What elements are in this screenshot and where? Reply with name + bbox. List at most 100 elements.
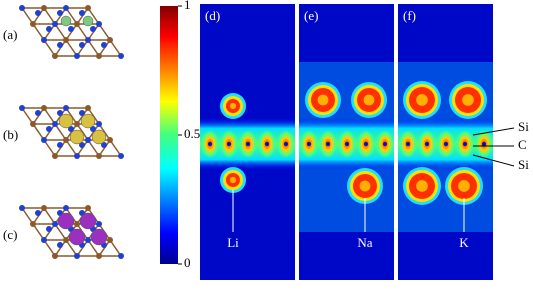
- adatom: [80, 113, 96, 129]
- atom: [19, 205, 25, 211]
- bond: [87, 139, 100, 157]
- atom: [118, 253, 124, 259]
- pointer: [472, 154, 515, 167]
- bond: [76, 23, 89, 41]
- core: [326, 142, 330, 146]
- atom: [90, 26, 96, 32]
- bond: [54, 39, 67, 57]
- atom: [63, 5, 69, 11]
- ring: [416, 94, 428, 106]
- adatom: [57, 212, 75, 230]
- structure-label: (a): [3, 27, 17, 42]
- bond: [32, 23, 45, 41]
- atom: [96, 221, 102, 227]
- bond: [54, 123, 67, 141]
- adatom: [68, 228, 86, 246]
- panel-label: (e): [304, 8, 318, 23]
- atom: [85, 105, 91, 111]
- atom: [74, 53, 80, 59]
- atom: [74, 253, 80, 259]
- core: [265, 142, 269, 146]
- bond: [87, 39, 100, 57]
- bond: [21, 7, 34, 25]
- atom: [35, 210, 41, 216]
- bond: [98, 39, 111, 57]
- bond: [76, 39, 89, 57]
- bond: [109, 239, 122, 257]
- ring: [458, 180, 470, 192]
- density-panel: [299, 4, 394, 280]
- bond: [54, 223, 67, 241]
- bond: [98, 123, 111, 141]
- core: [383, 142, 387, 146]
- atom: [35, 10, 41, 16]
- adatom: [90, 228, 108, 246]
- bond: [109, 39, 122, 57]
- ring: [363, 94, 375, 106]
- atom: [63, 237, 69, 243]
- bond: [54, 107, 67, 125]
- atom: [79, 42, 85, 48]
- core: [406, 142, 410, 146]
- core: [345, 142, 349, 146]
- bond: [21, 107, 34, 125]
- colorbar-tick-label: 0: [184, 255, 191, 270]
- adatom: [82, 15, 94, 27]
- bond: [76, 139, 89, 157]
- ring: [359, 180, 371, 192]
- bond: [65, 123, 78, 141]
- bond: [54, 23, 67, 41]
- atom: [46, 226, 52, 232]
- atom: [96, 153, 102, 159]
- atom: [96, 253, 102, 259]
- atom: [52, 21, 58, 27]
- atom: [41, 205, 47, 211]
- atom: [30, 121, 36, 127]
- atom: [118, 153, 124, 159]
- bond: [43, 39, 56, 57]
- atom: [107, 237, 113, 243]
- core: [284, 142, 288, 146]
- pointer: [472, 127, 515, 136]
- layer-label: Si: [518, 119, 529, 134]
- atom: [41, 5, 47, 11]
- density-panel: [398, 4, 493, 280]
- bond: [87, 23, 100, 41]
- atom: [46, 126, 52, 132]
- bond: [65, 23, 78, 41]
- atom: [41, 237, 47, 243]
- bond: [43, 107, 56, 125]
- atom: [79, 110, 85, 116]
- ring: [317, 94, 329, 106]
- ring: [229, 102, 237, 110]
- colorbar-tick-label: 0.5: [184, 126, 200, 141]
- bond: [43, 23, 56, 41]
- core: [208, 142, 212, 146]
- bond: [32, 107, 45, 125]
- atom-label: Li: [227, 235, 239, 250]
- panel-label: (d): [205, 8, 220, 23]
- core: [463, 142, 467, 146]
- atom: [19, 5, 25, 11]
- atom: [19, 105, 25, 111]
- structure-label: (b): [3, 127, 18, 142]
- bond: [65, 139, 78, 157]
- ring: [229, 176, 237, 184]
- structure: [19, 105, 124, 159]
- adatom: [60, 15, 72, 27]
- atom: [57, 142, 63, 148]
- bond: [65, 107, 78, 125]
- bond: [87, 239, 100, 257]
- atom: [46, 26, 52, 32]
- bond: [32, 207, 45, 225]
- bond: [43, 239, 56, 257]
- bond: [32, 123, 45, 141]
- layer-label: Si: [518, 157, 529, 172]
- atom: [57, 10, 63, 16]
- atom: [74, 153, 80, 159]
- adatom: [58, 113, 74, 129]
- bond: [32, 7, 45, 25]
- bond: [65, 7, 78, 25]
- atom: [90, 126, 96, 132]
